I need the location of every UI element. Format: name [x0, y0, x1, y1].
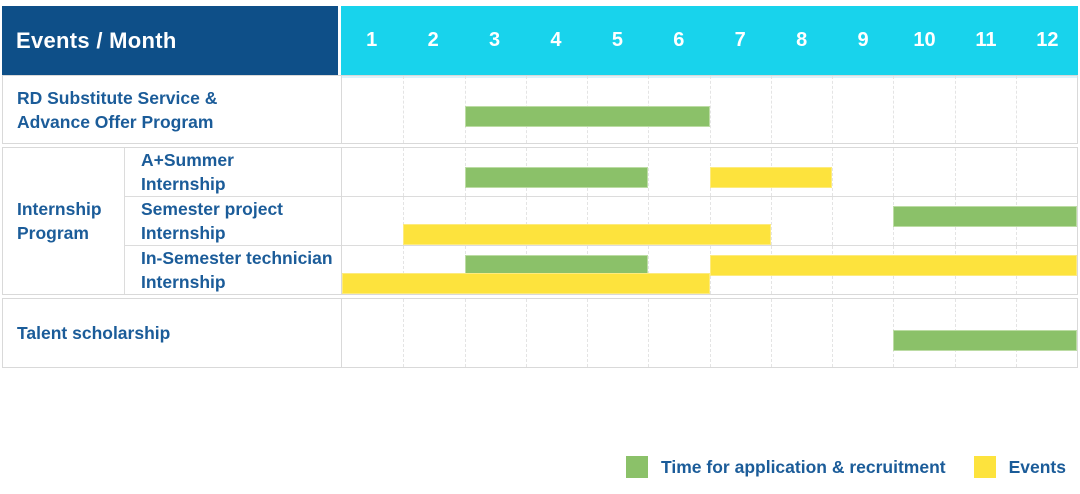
- month-header-cell: 10: [913, 29, 936, 51]
- month-header-cell: 7: [734, 29, 746, 51]
- header-gap: [338, 6, 341, 75]
- month-gridline: [954, 76, 956, 143]
- month-gridline: [1015, 148, 1017, 196]
- events-month-header-cell: Events / Month: [2, 6, 338, 75]
- gantt-bar-events: [403, 224, 771, 245]
- gantt-bar-recruitment: [893, 329, 1077, 351]
- month-gridline: [403, 246, 405, 294]
- month-gridline: [770, 76, 772, 143]
- month-header-cell: 2: [427, 29, 439, 51]
- row-label-in-semester: In-Semester technician Internship: [125, 245, 341, 294]
- month-header-cell: 11: [975, 29, 997, 51]
- section-talent-scholarship: Talent scholarship: [2, 298, 1078, 368]
- month-gridline: [403, 148, 405, 196]
- gantt-bar-events: [709, 166, 832, 188]
- month-header-cell: 8: [796, 29, 808, 51]
- month-gridline: [893, 76, 895, 143]
- row-label-semester-project: Semester project Internship: [125, 196, 341, 245]
- gantt-bar-events: [709, 254, 1077, 276]
- month-gridline: [464, 299, 466, 367]
- gantt-bar-recruitment: [464, 106, 710, 128]
- month-header-cell: 1: [366, 29, 378, 51]
- events-color-swatch: [973, 456, 996, 478]
- table-header-row: Events / Month 1 2 3 4 5 6 7 8 9 10 11 12: [2, 6, 1078, 75]
- month-header-cell: 5: [611, 29, 623, 51]
- month-gridline: [403, 197, 405, 245]
- month-header-strip: 1 2 3 4 5 6 7 8 9 10 11 12: [341, 6, 1078, 75]
- chart-cell-in-semester: [342, 245, 1077, 294]
- chart-legend: Time for application & recruitment Event…: [626, 456, 1066, 478]
- month-gridline: [403, 299, 405, 367]
- month-gridline: [648, 299, 650, 367]
- month-gridline: [525, 197, 527, 245]
- month-header-cell: 4: [550, 29, 562, 51]
- month-gridline: [1015, 76, 1017, 143]
- chart-cell-a-summer: [342, 148, 1077, 196]
- legend-item-events: Events: [973, 456, 1066, 478]
- legend-item-recruitment: Time for application & recruitment: [626, 456, 946, 478]
- group-label-internship-program: Internship Program: [3, 148, 125, 294]
- month-gridline: [832, 148, 833, 196]
- month-header-cell: 3: [488, 29, 501, 51]
- month-gridline: [587, 299, 588, 367]
- month-gridline: [709, 299, 711, 367]
- month-gridline: [464, 197, 466, 245]
- month-gridline: [525, 299, 527, 367]
- month-header-cell: 12: [1036, 29, 1059, 51]
- row-label-talent-scholarship: Talent scholarship: [3, 299, 342, 367]
- gantt-bar-recruitment: [893, 205, 1077, 227]
- legend-label-events: Events: [1008, 456, 1066, 477]
- section-rd-substitute: RD Substitute Service & Advance Offer Pr…: [2, 75, 1078, 144]
- chart-cell-semester-project: [342, 196, 1077, 245]
- section-internship-program: Internship Program A+Summer Internship S…: [2, 147, 1078, 295]
- month-header-cell: 9: [857, 29, 869, 51]
- gantt-bar-events: [342, 273, 710, 294]
- month-gridline: [648, 148, 650, 196]
- chart-cell-talent-scholarship: [342, 299, 1077, 367]
- month-gridline: [648, 246, 650, 294]
- month-gridline: [648, 197, 650, 245]
- row-label-a-summer: A+Summer Internship: [141, 150, 234, 194]
- month-gridline: [587, 197, 588, 245]
- legend-label-recruitment: Time for application & recruitment: [661, 456, 946, 477]
- month-gridline: [954, 148, 956, 196]
- month-header-cell: 6: [673, 29, 685, 51]
- month-gridline: [770, 299, 772, 367]
- gantt-table: Events / Month 1 2 3 4 5 6 7 8 9 10 11 12 RD Substi…: [2, 6, 1078, 368]
- row-label-rd-substitute: RD Substitute Service & Advance Offer Pr…: [3, 76, 342, 143]
- month-gridline: [709, 76, 711, 143]
- month-gridline: [832, 76, 833, 143]
- month-gridline: [770, 197, 772, 245]
- month-gridline: [709, 197, 711, 245]
- chart-cell-rd-substitute: [342, 76, 1077, 143]
- gantt-bar-recruitment: [464, 166, 649, 188]
- corner-label: Events / Month: [16, 27, 177, 53]
- month-gridline: [832, 299, 833, 367]
- month-gridline: [403, 76, 405, 143]
- recruitment-color-swatch: [626, 456, 649, 478]
- month-gridline: [832, 197, 833, 245]
- month-gridline: [893, 148, 895, 196]
